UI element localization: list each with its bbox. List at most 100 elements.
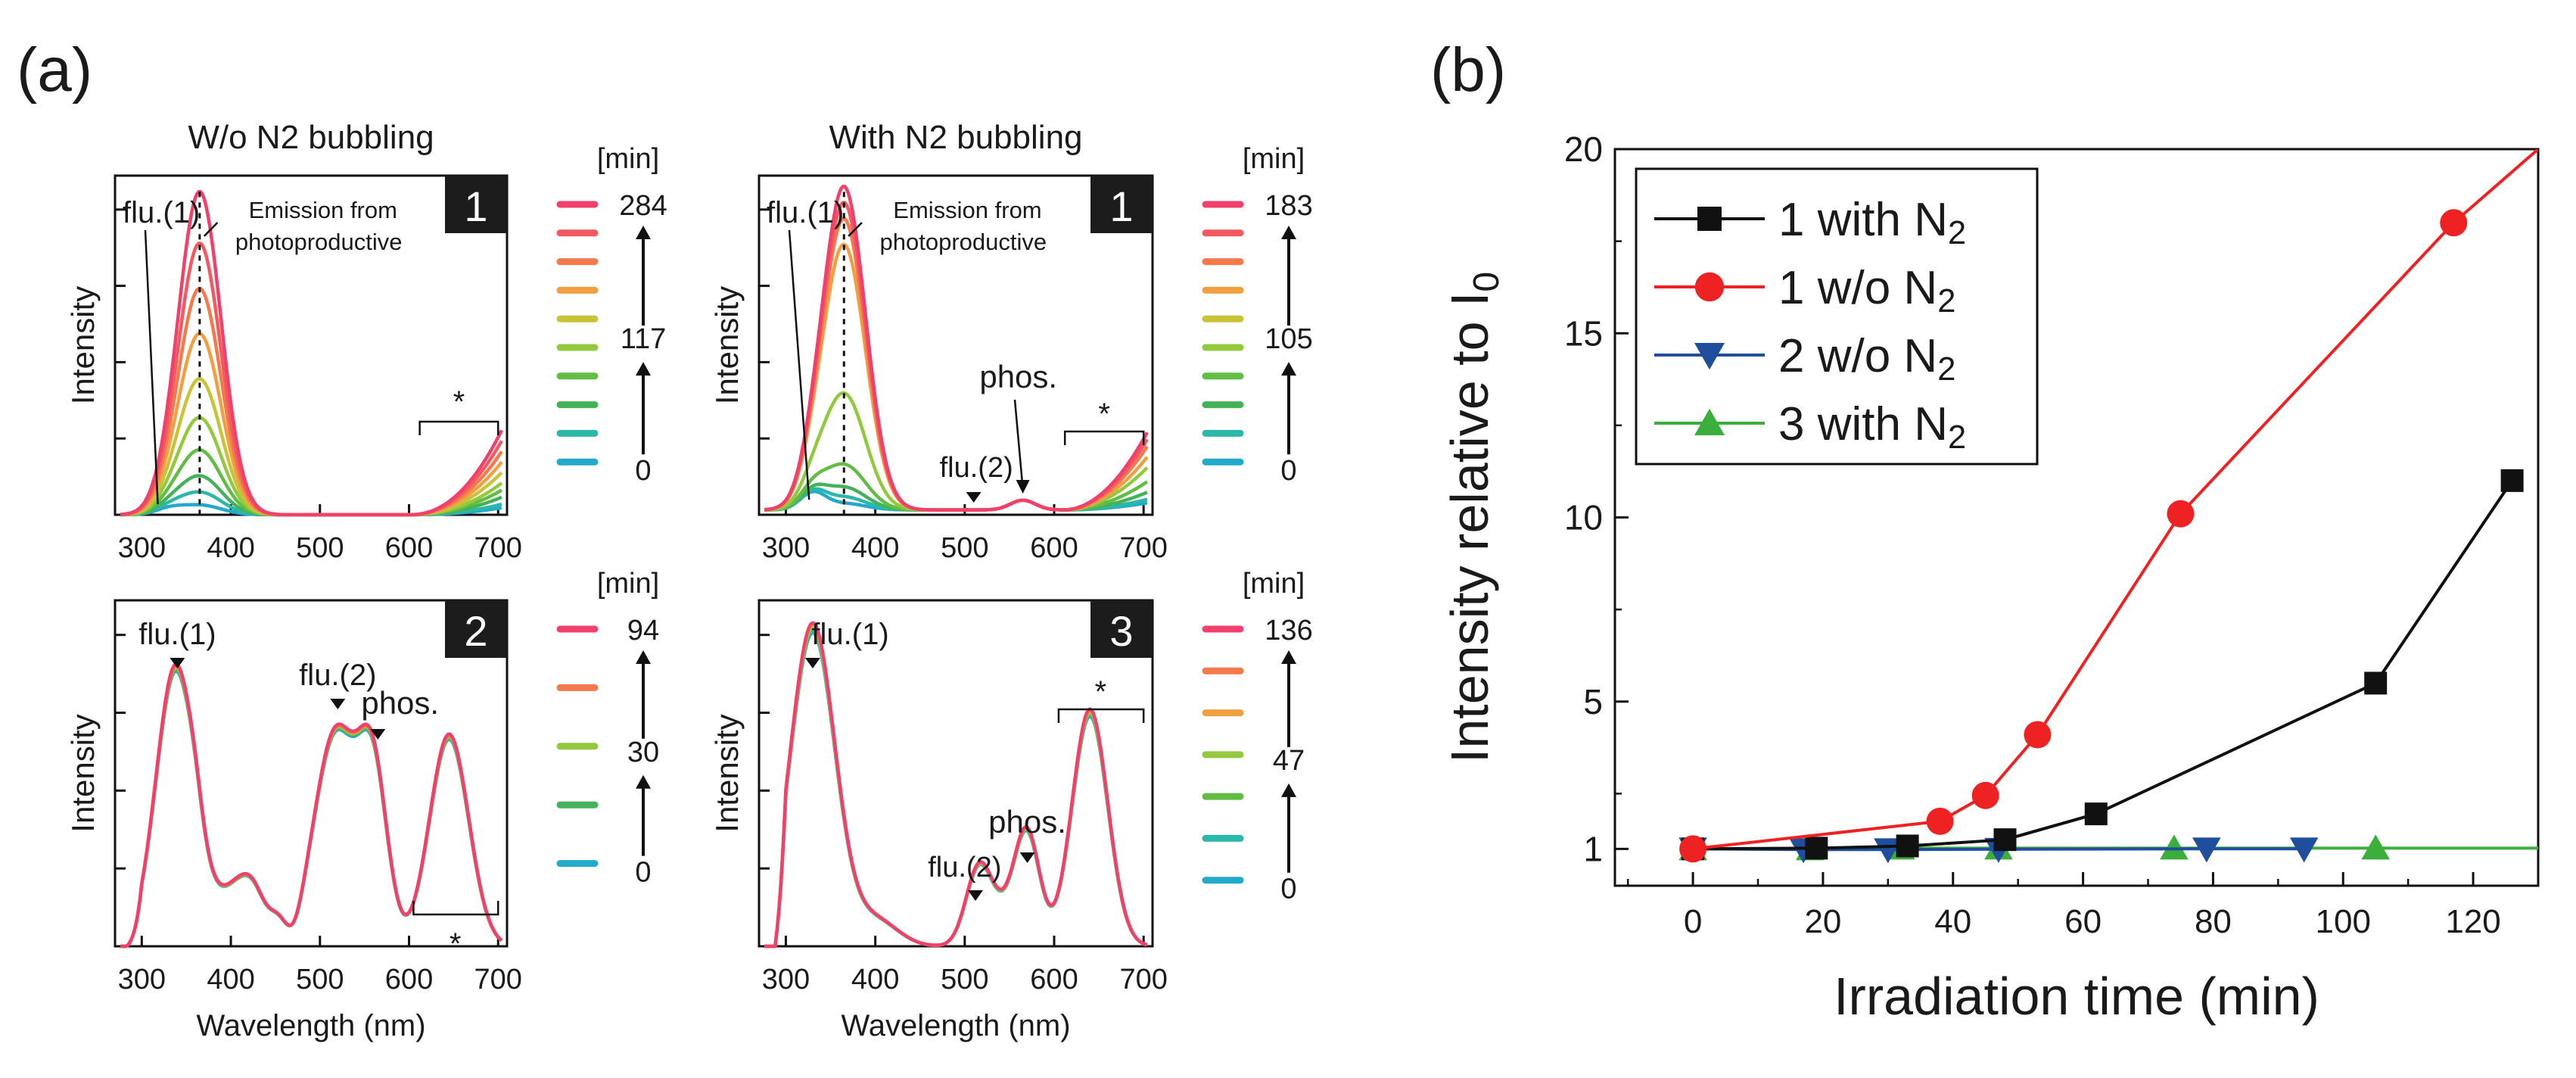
legend-label: 3 with N2 bbox=[1778, 398, 1966, 456]
legend-label-min: 0 bbox=[1280, 455, 1296, 487]
x-tick-label: 40 bbox=[1934, 903, 1971, 940]
phos-marker bbox=[1016, 480, 1030, 494]
panel-badge: 2 bbox=[464, 607, 487, 655]
annotation-flu: flu.(1) bbox=[123, 196, 200, 229]
panel-badge: 3 bbox=[1109, 607, 1133, 655]
chart-a1: 300 400 500 600 700 Intensity W/o N2 bubbling 1… bbox=[65, 119, 667, 564]
series-marker-0 bbox=[2500, 469, 2524, 492]
legend-label-mid: 47 bbox=[1273, 745, 1305, 777]
legend-arrow-head bbox=[636, 774, 651, 789]
annotation-phos: phos. bbox=[988, 804, 1066, 840]
annotation-phos: phos. bbox=[361, 685, 439, 721]
series-marker-3 bbox=[2361, 834, 2390, 860]
spectrum-line-74 bbox=[764, 625, 1148, 949]
legend-marker bbox=[1694, 272, 1725, 302]
emission-leader bbox=[848, 222, 863, 237]
series-marker-2 bbox=[1874, 838, 1902, 864]
series-marker-3 bbox=[2160, 834, 2189, 860]
star-bracket bbox=[412, 901, 499, 916]
spectrum-line-94 bbox=[120, 662, 503, 949]
spectrum-line-0 bbox=[764, 631, 1148, 949]
chart-title: With N2 bubbling bbox=[829, 119, 1082, 156]
legend-label-min: 0 bbox=[635, 857, 651, 889]
x-axis-label: Wavelength (nm) bbox=[841, 1009, 1070, 1042]
legend-unit: [min] bbox=[1243, 143, 1305, 175]
phos-marker bbox=[1019, 852, 1035, 863]
series-marker-0 bbox=[1896, 834, 1919, 858]
spectrum-line-20 bbox=[764, 628, 1148, 949]
x-tick-label: 700 bbox=[1119, 532, 1167, 564]
flu-leader bbox=[144, 229, 159, 505]
spectrum-line-60 bbox=[120, 664, 503, 949]
legend-marker bbox=[1694, 408, 1725, 435]
y-tick-label: 20 bbox=[1564, 129, 1603, 169]
annotation-phos: phos. bbox=[979, 359, 1057, 394]
spectrum-line-0 bbox=[120, 669, 503, 949]
series-line-0 bbox=[1693, 479, 2514, 851]
x-tick-label: 120 bbox=[2445, 903, 2500, 940]
legend-label-max: 94 bbox=[627, 615, 659, 646]
annotation-flu2: flu.(2) bbox=[940, 452, 1013, 484]
series-marker-2 bbox=[2192, 837, 2221, 863]
annotation-flu: flu.(1) bbox=[811, 618, 888, 651]
annotation-star: * bbox=[453, 385, 465, 419]
flu-marker bbox=[804, 658, 820, 668]
x-tick-label: 300 bbox=[762, 532, 810, 564]
y-tick-label: 10 bbox=[1564, 498, 1603, 537]
spectrum-line-136 bbox=[764, 621, 1148, 949]
series-marker-1 bbox=[2167, 500, 2195, 528]
x-tick-label: 500 bbox=[296, 532, 344, 564]
annotation-emission-1: Emission from bbox=[249, 197, 397, 223]
legend-label-max: 183 bbox=[1265, 190, 1312, 222]
annotation-emission-2: photoproductive bbox=[880, 229, 1047, 255]
legend-arrow-head bbox=[636, 226, 651, 239]
series-marker-1 bbox=[1926, 807, 1954, 835]
legend-label-max: 284 bbox=[619, 190, 667, 222]
x-tick-label: 300 bbox=[762, 964, 810, 995]
x-tick-label: 600 bbox=[1030, 964, 1078, 995]
annotation-flu: flu.(1) bbox=[138, 618, 216, 651]
annotation-star: * bbox=[1095, 675, 1107, 709]
panel-badge: 1 bbox=[1109, 182, 1133, 230]
x-axis-label: Wavelength (nm) bbox=[196, 1009, 425, 1042]
annotation-flu2: flu.(2) bbox=[299, 659, 376, 692]
legend-arrow-head bbox=[636, 362, 651, 376]
panel-badge-box bbox=[445, 600, 507, 658]
panel-label-b: (b) bbox=[1430, 36, 1506, 104]
legend-label-max: 136 bbox=[1265, 615, 1312, 646]
legend-label-min: 0 bbox=[635, 455, 651, 487]
series-marker-2 bbox=[2289, 837, 2319, 863]
y-axis-label: Intensity relative to I0 bbox=[1440, 272, 1507, 763]
x-tick-label: 400 bbox=[851, 964, 899, 995]
emission-leader bbox=[203, 222, 219, 237]
plot-frame bbox=[114, 599, 509, 948]
legend-unit: [min] bbox=[597, 568, 659, 600]
y-tick-label: 15 bbox=[1564, 313, 1603, 353]
series-marker-0 bbox=[1993, 828, 2017, 852]
spectrum-line-15 bbox=[120, 667, 503, 949]
x-tick-label: 400 bbox=[207, 532, 254, 564]
star-bracket bbox=[1063, 430, 1145, 445]
x-tick-label: 700 bbox=[474, 532, 522, 564]
series-marker-0 bbox=[2084, 802, 2108, 826]
legend-unit: [min] bbox=[1243, 568, 1305, 600]
legend-label: 2 w/o N2 bbox=[1778, 330, 1955, 388]
legend-arrow-head bbox=[1281, 783, 1296, 797]
y-axis-label: Intensity bbox=[65, 286, 101, 404]
series-marker-1 bbox=[2024, 721, 2052, 749]
spectrum-line-47 bbox=[764, 627, 1148, 949]
series-marker-0 bbox=[2364, 671, 2388, 695]
chart-a4: 300 400 500 600 700 Intensity Wavelength (nm) 3… bbox=[709, 568, 1313, 1042]
x-tick-label: 400 bbox=[207, 964, 254, 995]
x-tick-label: 400 bbox=[851, 532, 899, 564]
x-tick-label: 300 bbox=[118, 964, 166, 995]
legend-label: 1 w/o N2 bbox=[1778, 262, 1955, 319]
plot-frame bbox=[758, 174, 1154, 516]
legend-label-min: 0 bbox=[1280, 874, 1296, 905]
plot-frame bbox=[758, 599, 1154, 948]
legend-arrow-head bbox=[1281, 226, 1296, 239]
y-tick-label: 1 bbox=[1583, 829, 1603, 868]
star-bracket bbox=[418, 420, 499, 435]
x-tick-label: 300 bbox=[118, 532, 166, 564]
